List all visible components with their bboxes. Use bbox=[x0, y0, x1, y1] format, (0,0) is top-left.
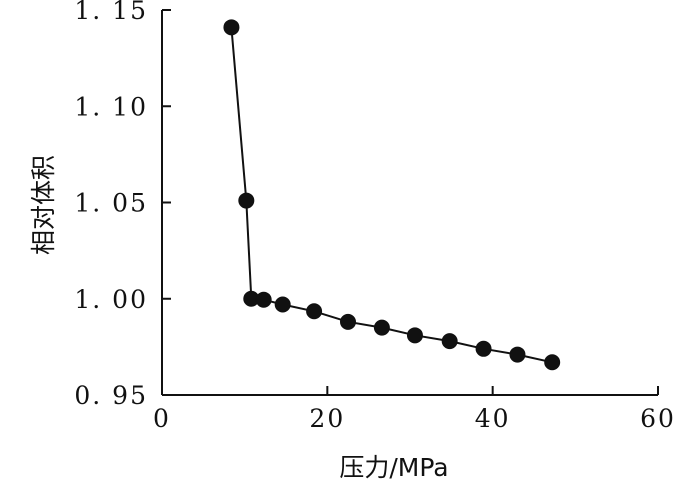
series-line bbox=[230, 27, 553, 364]
x-tick-label: 40 bbox=[475, 404, 511, 433]
x-axis-ticks: 0 20 40 60 bbox=[153, 386, 676, 433]
y-tick-label: 1. 00 bbox=[74, 285, 148, 314]
data-point bbox=[238, 192, 255, 209]
series-layer bbox=[223, 19, 561, 371]
y-axis-title: 相对体积 bbox=[29, 155, 58, 255]
data-point bbox=[340, 313, 356, 330]
data-point bbox=[475, 340, 492, 357]
y-axis-ticks: 0. 95 1. 00 1. 05 1. 10 1. 15 bbox=[74, 0, 171, 410]
data-point bbox=[223, 19, 240, 36]
data-point bbox=[544, 354, 561, 371]
data-point bbox=[509, 346, 526, 363]
x-tick-label: 60 bbox=[640, 404, 676, 433]
y-tick-label: 0. 95 bbox=[74, 381, 148, 410]
data-point bbox=[306, 303, 323, 320]
data-point bbox=[441, 333, 458, 350]
x-tick-label: 20 bbox=[309, 404, 345, 433]
data-point bbox=[406, 327, 423, 344]
x-tick-label: 0 bbox=[153, 404, 171, 433]
data-point bbox=[274, 296, 291, 313]
x-axis-title: 压力/MPa bbox=[339, 453, 448, 482]
y-tick-label: 1. 15 bbox=[74, 0, 148, 25]
y-tick-label: 1. 05 bbox=[74, 189, 148, 218]
y-tick-label: 1. 10 bbox=[74, 92, 148, 121]
data-point bbox=[255, 291, 272, 308]
data-point bbox=[373, 319, 390, 336]
